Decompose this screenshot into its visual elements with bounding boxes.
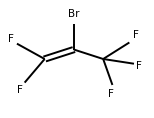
Text: F: F: [133, 30, 138, 40]
Text: F: F: [17, 85, 23, 95]
Text: F: F: [136, 61, 142, 71]
Text: Br: Br: [68, 9, 80, 19]
Text: F: F: [108, 89, 114, 99]
Text: F: F: [8, 34, 14, 44]
